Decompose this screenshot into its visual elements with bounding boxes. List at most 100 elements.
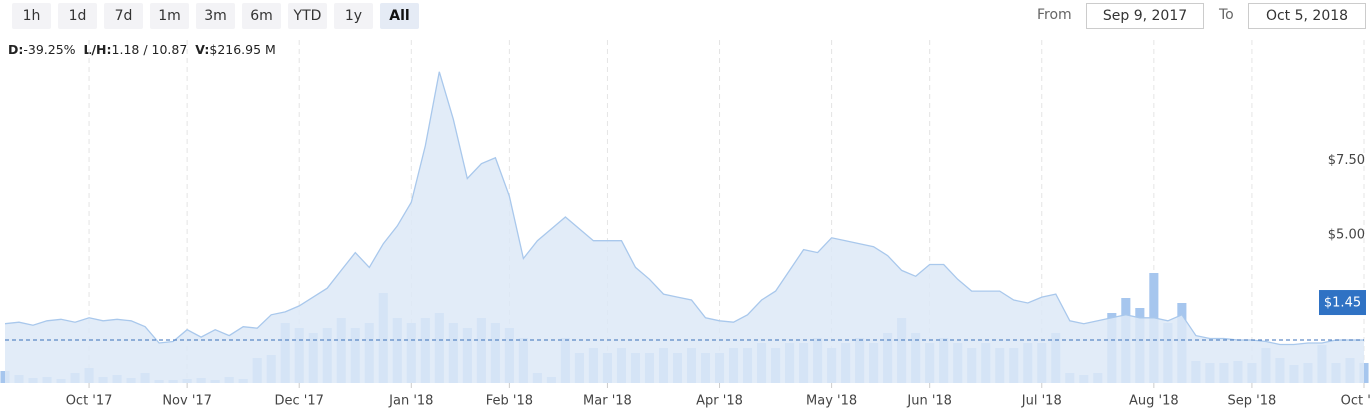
volume-bar (1219, 363, 1229, 383)
volume-bar (911, 333, 921, 383)
range-button[interactable]: 6m (242, 3, 281, 29)
volume-bar (700, 353, 711, 383)
volume-bar (925, 343, 935, 383)
x-tick-label: Sep '18 (1228, 394, 1277, 409)
volume-bar (14, 375, 24, 383)
volume-bar (995, 348, 1005, 383)
volume-bar (560, 338, 570, 383)
y-tick-label: $5.00 (1328, 227, 1365, 242)
volume-bar (1205, 363, 1215, 383)
range-button[interactable]: 7d (104, 3, 143, 29)
volume-bar (210, 380, 220, 383)
last-price-badge (1319, 290, 1366, 316)
x-tick-label: Jun '18 (906, 394, 952, 409)
volume-bar (364, 323, 374, 383)
volume-bar (336, 318, 346, 383)
volume-bar (757, 343, 767, 383)
volume-bar (953, 343, 963, 383)
range-button[interactable]: 1m (150, 3, 189, 29)
volume-bar (434, 313, 444, 383)
stat-value: -39.25% (23, 42, 76, 57)
volume-bar (252, 358, 262, 383)
volume-bar (1009, 348, 1019, 383)
volume-bar (1317, 345, 1327, 383)
x-tick-label: Dec '17 (275, 394, 324, 409)
from-date[interactable]: Sep 9, 2017 (1086, 3, 1204, 29)
volume-bar (1233, 361, 1243, 383)
volume-bar (827, 348, 837, 383)
range-selector: 1h 1d 7d 1m 3m 6m YTD 1y All (12, 3, 419, 29)
volume-bar (1093, 373, 1103, 383)
volume-bar (869, 343, 879, 383)
volume-bar (841, 343, 851, 383)
volume-bar (981, 343, 991, 383)
volume-bar (1023, 343, 1033, 383)
volume-bar (967, 348, 977, 383)
volume-bar (771, 348, 781, 383)
price-line (4, 71, 1364, 346)
volume-bar (1289, 365, 1299, 383)
volume-bar (1359, 363, 1369, 383)
volume-bar (490, 323, 500, 383)
stat-value: $216.95 M (209, 42, 276, 57)
volume-bar (1261, 348, 1271, 383)
volume-bar (1037, 343, 1047, 383)
range-button[interactable]: All (380, 3, 419, 29)
to-label: To (1219, 7, 1234, 23)
volume-bar (1135, 308, 1145, 383)
stat-key: L/H: (83, 42, 112, 57)
volume-bar (126, 378, 136, 383)
volume-bar (785, 343, 795, 383)
volume-bar (855, 338, 865, 383)
volume-bar (280, 323, 290, 383)
volume-bar (883, 333, 893, 383)
volume-bar (308, 333, 318, 383)
volume-bar (616, 348, 627, 383)
volume-bar (70, 373, 80, 383)
volume-bar (0, 371, 10, 383)
x-tick-label: Nov '17 (162, 394, 212, 409)
stats: D:-39.25% L/H:1.18 / 10.87 V:$216.95 M (8, 42, 276, 57)
volume-bar (672, 353, 683, 383)
volume-bar (28, 378, 38, 383)
to-date[interactable]: Oct 5, 2018 (1248, 3, 1366, 29)
stat-key: D: (8, 42, 24, 57)
volume-bar (1191, 361, 1201, 383)
x-tick-label: Feb '18 (486, 394, 533, 409)
volume-bar (1247, 363, 1257, 383)
volume-bar (266, 355, 276, 383)
volume-bar (238, 379, 248, 383)
volume-bar (1107, 313, 1117, 383)
volume-bar (799, 343, 809, 383)
volume-bar (1177, 303, 1187, 383)
range-button[interactable]: 1y (334, 3, 373, 29)
volume-bar (322, 328, 332, 383)
range-button[interactable]: 1d (58, 3, 97, 29)
volume-bar (84, 368, 94, 383)
x-tick-label: Jan '18 (388, 394, 433, 409)
volume-bar (294, 328, 304, 383)
range-button[interactable]: 1h (12, 3, 51, 29)
volume-bar (462, 328, 472, 383)
volume-bar (1079, 375, 1089, 383)
volume-bar (1163, 323, 1173, 383)
range-button[interactable]: YTD (288, 3, 327, 29)
x-tick-label: Jul '18 (1021, 394, 1062, 409)
volume-bar (602, 353, 612, 383)
volume-bar (1345, 358, 1355, 383)
volume-bar (224, 377, 234, 383)
volume-bar (1331, 363, 1341, 383)
price-area (5, 71, 1364, 384)
volume-bar (939, 338, 949, 383)
volume-bar (574, 353, 584, 383)
volume-bar (630, 353, 641, 383)
volume-bar (686, 348, 697, 383)
volume-bar (476, 318, 486, 383)
volume-bar (392, 318, 402, 383)
from-label: From (1037, 7, 1072, 23)
x-tick-label: Oct '18 (1341, 394, 1371, 409)
volume-bar (182, 379, 192, 383)
volume-bar (1065, 373, 1075, 383)
range-button[interactable]: 3m (196, 3, 235, 29)
